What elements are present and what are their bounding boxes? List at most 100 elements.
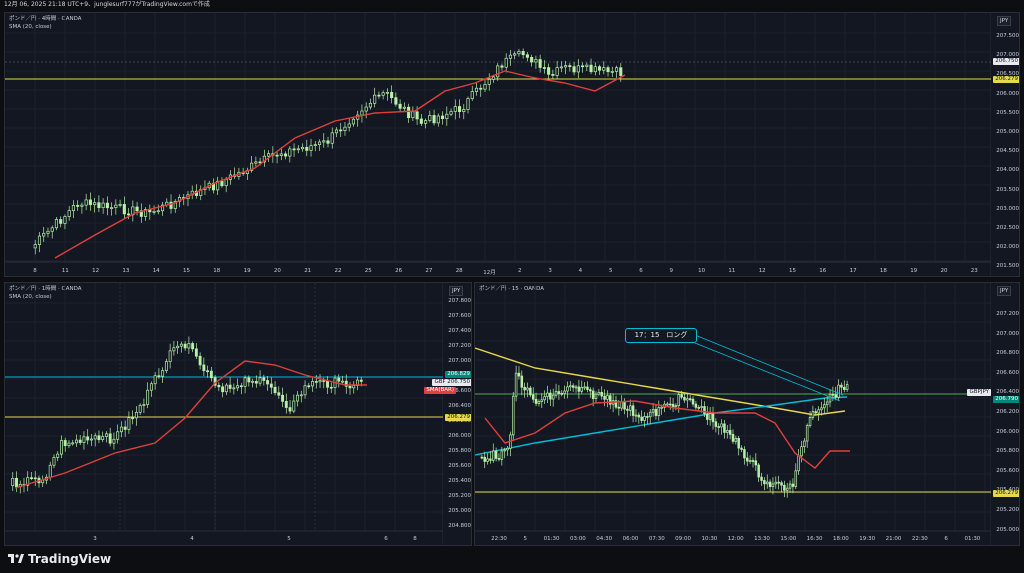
candle-down xyxy=(783,484,786,491)
level-tag: 206.279 xyxy=(993,76,1019,83)
candle-down xyxy=(840,384,843,388)
price-chart-1h[interactable] xyxy=(5,283,472,546)
panel-4h[interactable]: ポンド／円 · 4時間 · OANDA SMA (20, close) JPY … xyxy=(4,12,1020,277)
x-tick-label: 9 xyxy=(669,268,674,274)
x-tick-label: 28 xyxy=(455,268,463,274)
y-tick-label: 205.200 xyxy=(996,507,1019,513)
symbol-title: ポンド／円 · 1時間 · OANDA xyxy=(9,286,82,292)
x-tick-label: 01:30 xyxy=(543,536,560,542)
candle-up xyxy=(845,384,849,390)
currency-label[interactable]: JPY xyxy=(997,16,1012,26)
currency-label[interactable]: JPY xyxy=(449,286,464,296)
candle-up xyxy=(267,153,271,157)
candle-down xyxy=(97,202,101,208)
candle-down xyxy=(777,481,780,484)
candle-up xyxy=(351,118,356,125)
candle-up xyxy=(576,65,580,73)
candle-down xyxy=(717,426,720,428)
candle-up xyxy=(149,383,153,391)
candle-up xyxy=(134,411,138,419)
x-tick-label: 11 xyxy=(728,268,736,274)
candle-down xyxy=(557,391,561,394)
candle-down xyxy=(322,380,326,382)
x-tick-label: 01:30 xyxy=(964,536,981,542)
candle-up xyxy=(296,394,299,402)
candle-down xyxy=(209,370,213,379)
candle-up xyxy=(258,377,262,384)
x-tick-label: 4 xyxy=(190,536,194,542)
candle-up xyxy=(726,430,729,433)
candle-down xyxy=(589,389,592,392)
tradingview-logo[interactable]: TradingView xyxy=(8,552,111,566)
x-tick-label: 16:30 xyxy=(806,536,823,542)
candle-up xyxy=(138,404,142,413)
candle-up xyxy=(67,442,71,446)
y-tick-label: 207.200 xyxy=(448,343,471,349)
candle-up xyxy=(347,123,351,128)
candle-down xyxy=(688,398,692,401)
candle-down xyxy=(680,394,683,398)
candle-up xyxy=(373,94,377,104)
candle-down xyxy=(78,439,82,443)
candle-down xyxy=(344,380,348,387)
x-tick-label: 19 xyxy=(243,268,251,274)
candle-down xyxy=(746,457,749,462)
x-tick-label: 16 xyxy=(819,268,827,274)
candle-up xyxy=(381,92,385,96)
candle-up xyxy=(343,126,347,131)
candle-down xyxy=(127,213,131,216)
y-tick-label: 205.600 xyxy=(448,463,471,469)
y-tick-label: 206.600 xyxy=(996,369,1019,376)
candle-up xyxy=(580,386,583,392)
candle-down xyxy=(76,205,80,207)
x-tick-label: 07:30 xyxy=(648,536,665,542)
entry-callout[interactable]: 17：15 ロング xyxy=(625,328,697,343)
candle-down xyxy=(626,408,629,411)
price-chart-15m[interactable] xyxy=(475,283,1020,546)
y-tick-label: 205.000 xyxy=(996,526,1019,533)
candle-up xyxy=(52,457,56,466)
candle-up xyxy=(514,372,518,397)
ema-line-cyan xyxy=(475,396,848,456)
candle-down xyxy=(390,91,394,99)
candle-down xyxy=(640,416,643,421)
indicator-label[interactable]: SMA (20, close) xyxy=(9,294,52,300)
candle-up xyxy=(424,120,428,124)
candle-up xyxy=(496,65,500,78)
candle-up xyxy=(144,209,148,217)
x-tick-label: 12:00 xyxy=(727,536,744,542)
candle-down xyxy=(123,426,127,430)
panel-1h[interactable]: ポンド／円 · 1時間 · OANDA SMA (20, close) JPY … xyxy=(4,282,472,546)
x-tick-label: 8 xyxy=(33,268,37,274)
candle-down xyxy=(597,66,602,71)
price-chart-4h[interactable] xyxy=(5,13,1020,277)
candle-down xyxy=(359,379,363,382)
indicator-label[interactable]: SMA (20, close) xyxy=(9,24,52,30)
candle-up xyxy=(161,370,165,377)
candle-up xyxy=(309,145,313,151)
candle-up xyxy=(660,406,663,409)
currency-label[interactable]: JPY xyxy=(997,286,1012,296)
candle-up xyxy=(89,438,93,441)
candle-down xyxy=(326,380,329,388)
y-tick-label: 206.200 xyxy=(996,409,1019,415)
candle-up xyxy=(765,481,769,485)
candle-down xyxy=(284,400,288,408)
candle-down xyxy=(572,66,576,73)
candle-up xyxy=(82,436,86,443)
candle-down xyxy=(589,64,593,73)
y-tick-label: 207.000 xyxy=(996,52,1019,59)
candle-up xyxy=(71,205,75,212)
candle-up xyxy=(503,449,506,452)
candle-up xyxy=(164,361,168,371)
candle-up xyxy=(817,409,820,414)
candle-up xyxy=(224,384,228,393)
candle-up xyxy=(224,179,228,187)
candle-down xyxy=(743,449,746,459)
level-tag: 206.279 xyxy=(993,490,1019,497)
candle-down xyxy=(457,106,462,113)
candle-down xyxy=(489,458,492,461)
candle-up xyxy=(504,57,508,68)
candle-down xyxy=(586,386,589,390)
panel-15m[interactable]: ポンド／円 · 15 · OANDA JPY 207.200 207.000 206… xyxy=(474,282,1020,546)
